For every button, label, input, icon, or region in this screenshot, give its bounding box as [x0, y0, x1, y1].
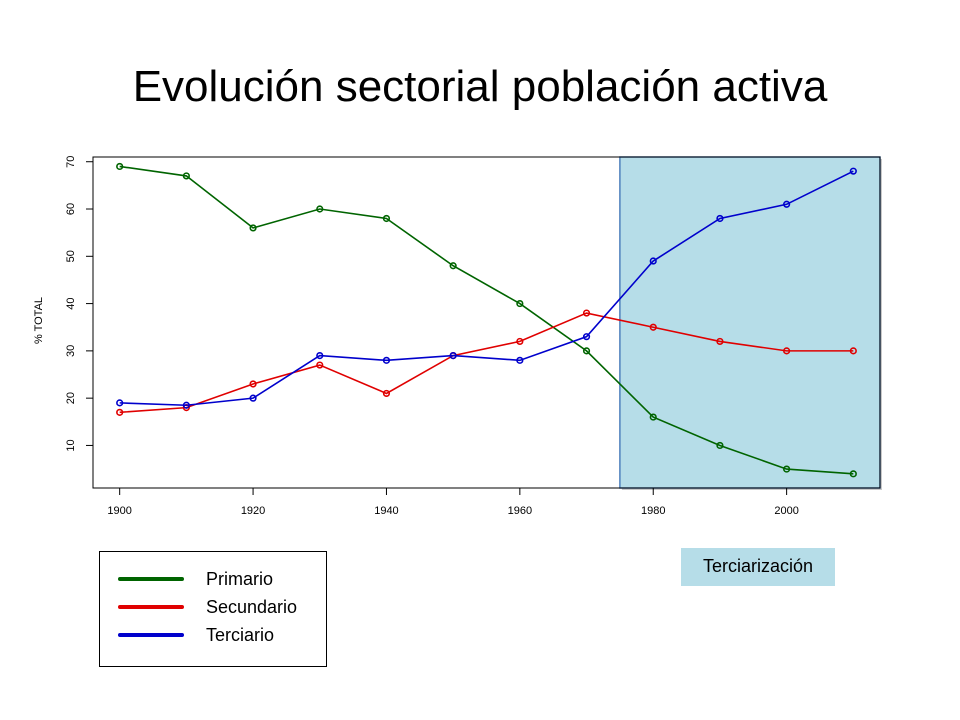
data-point-terciario	[182, 401, 190, 409]
y-tick-label: 10	[65, 439, 77, 451]
slide-title: Evolución sectorial población activa	[132, 62, 828, 111]
x-tick-label: 1940	[374, 505, 398, 517]
legend-label-secundario: Secundario	[206, 597, 298, 617]
legend-item-primario: Primario	[100, 567, 326, 591]
legend-label-primario: Primario	[206, 569, 274, 589]
y-tick-label: 70	[65, 156, 77, 168]
data-point-terciario	[716, 214, 724, 223]
data-point-secundario	[649, 323, 657, 331]
data-point-terciario	[582, 333, 591, 341]
data-point-secundario	[849, 347, 857, 355]
data-point-terciario	[316, 352, 324, 360]
legend-item-secundario: Secundario	[100, 595, 326, 619]
x-tick-label: 1900	[107, 505, 131, 517]
data-point-primario	[116, 162, 124, 171]
data-point-primario	[716, 441, 724, 450]
data-point-primario	[382, 214, 391, 223]
x-tick-label: 1980	[641, 505, 665, 517]
y-tick-label: 30	[65, 345, 77, 357]
data-point-secundario	[582, 309, 591, 317]
data-point-secundario	[382, 389, 391, 398]
legend-label-terciario: Terciario	[206, 625, 275, 645]
x-tick-label: 2000	[774, 505, 798, 517]
data-point-terciario	[849, 167, 857, 175]
data-point-secundario	[316, 361, 324, 369]
series-line-primario	[119, 165, 854, 475]
legend-item-terciario: Terciario	[100, 623, 326, 647]
data-point-primario	[182, 172, 190, 180]
data-point-terciario	[116, 399, 124, 407]
legend: Primario Secundario Terciario	[99, 551, 327, 667]
data-point-terciario	[382, 356, 391, 364]
data-point-terciario	[449, 352, 457, 360]
data-point-terciario	[516, 356, 524, 364]
data-point-secundario	[783, 347, 791, 355]
data-point-terciario	[783, 200, 791, 208]
x-tick-label: 1960	[508, 505, 532, 517]
data-point-primario	[316, 205, 324, 213]
series-line-secundario	[119, 312, 854, 414]
y-tick-label: 20	[65, 392, 77, 404]
data-point-primario	[582, 347, 591, 355]
data-point-primario	[649, 413, 657, 421]
x-tick-label: 1920	[241, 505, 265, 517]
terciarizacion-annotation: Terciarización	[681, 548, 835, 586]
data-point-primario	[783, 465, 791, 473]
legend-swatch-secundario	[118, 605, 184, 609]
data-point-secundario	[516, 337, 524, 346]
data-point-primario	[516, 299, 524, 308]
y-tick-label: 50	[65, 250, 77, 262]
y-tick-label: 60	[65, 203, 77, 215]
series-line-terciario	[119, 170, 854, 407]
data-point-secundario	[716, 337, 724, 346]
legend-swatch-terciario	[118, 633, 184, 637]
data-point-primario	[849, 470, 857, 478]
data-point-primario	[449, 262, 457, 270]
y-tick-label: 40	[65, 297, 77, 309]
data-point-terciario	[249, 394, 257, 402]
data-point-secundario	[249, 380, 257, 388]
data-point-secundario	[116, 408, 124, 416]
y-axis-title: % TOTAL	[33, 297, 45, 344]
highlight-region	[619, 156, 881, 489]
legend-swatch-primario	[118, 577, 184, 581]
data-point-terciario	[649, 257, 657, 265]
data-point-primario	[249, 224, 257, 232]
